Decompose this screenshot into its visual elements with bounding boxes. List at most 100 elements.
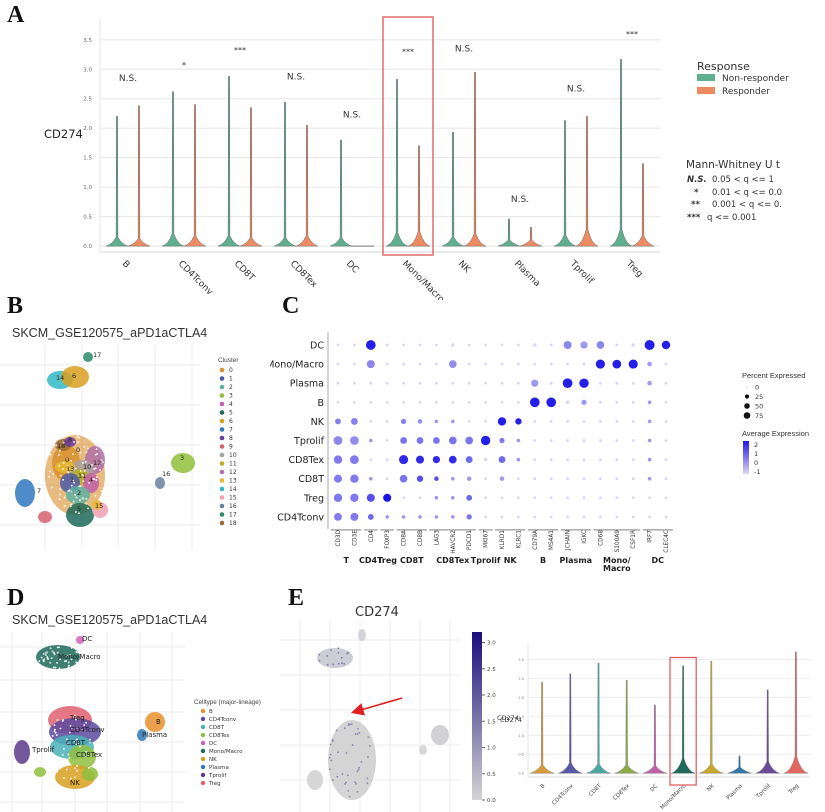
expressing-cell-point	[367, 756, 369, 759]
expressing-cell-point	[337, 751, 339, 754]
panel-e-label: E	[288, 585, 305, 611]
celltype-legend-dot-treg	[200, 780, 206, 786]
violin-non-responder-b	[105, 116, 129, 247]
sparse-point	[55, 444, 57, 447]
group-label-tprolif: Tprolif	[471, 556, 501, 565]
sparse-point	[68, 664, 70, 667]
sparse-point	[98, 463, 101, 466]
sparse-point	[53, 730, 56, 733]
dot-plasma-irf7	[647, 380, 652, 386]
cluster-legend-entry-13: 13	[229, 478, 237, 485]
group-label-dc: DC	[652, 556, 665, 565]
dot-dc-clec4c	[661, 340, 671, 350]
sparse-point	[76, 738, 78, 741]
cluster-legend-entry-14: 14	[229, 486, 237, 493]
dot-b-irf7	[647, 400, 652, 405]
sparse-point	[49, 647, 52, 650]
sparse-point	[76, 441, 79, 444]
sparse-point	[63, 777, 65, 780]
cluster-13-region-b	[92, 500, 102, 510]
dot-tprolif-klrc1	[516, 438, 521, 443]
dot-treg-cd68	[598, 496, 602, 500]
sparse-point	[88, 766, 90, 769]
dot-mono-macro-igkc	[582, 362, 586, 366]
dot-dc-igkc	[580, 341, 588, 349]
sparse-point	[101, 461, 104, 464]
color-legend-tick-2: 2	[754, 441, 758, 449]
stat-legend-text-3star: q <= 0.001	[707, 213, 756, 223]
celltype-cd8tex-region-b	[82, 767, 98, 781]
celltype-b-region	[145, 712, 165, 732]
dot-plasma-foxp3	[385, 381, 389, 385]
e-y-tick-label: 1.5	[518, 715, 524, 719]
cluster-label-6: 6	[72, 372, 76, 380]
dot-treg-pdcd1	[466, 494, 473, 501]
dot-treg-klrd1	[500, 496, 504, 500]
dot-mono-macro-havcr2	[448, 360, 457, 368]
dot-cd8t-cd4	[368, 476, 373, 481]
cluster-8-region	[64, 437, 76, 447]
stat-legend-text-ns: 0.05 < q <= 1	[712, 175, 774, 185]
sparse-point	[72, 479, 75, 482]
dot-plasma-havcr2	[451, 381, 455, 385]
dot-tprolif-cd4	[368, 438, 373, 443]
expressing-cell-point	[344, 783, 346, 785]
cluster-legend-entry-11: 11	[229, 461, 237, 468]
violin-non-responder-cd4tconv	[161, 91, 185, 247]
y-tick-label: 1.5	[83, 156, 92, 162]
sparse-point	[46, 744, 49, 747]
panel-c-dot-plot: DCMono/MacroPlasmaBNKTprolifCD8TexCD8TTr…	[270, 332, 809, 573]
celltype-dc-region	[76, 636, 84, 644]
dot-cd8t-csf1r	[631, 477, 635, 481]
expressing-cell-point	[366, 782, 369, 785]
expressing-cell-point	[356, 733, 359, 735]
average-expression-legend-title: Average Expression	[742, 429, 809, 438]
dot-cd8t-cd68	[598, 477, 602, 481]
significance-annotation-cd8tex: N.S.	[287, 72, 305, 82]
celltype-legend-entry-cd8tex: CD8Tex	[209, 733, 230, 739]
dot-mono-macro-jchain	[566, 362, 570, 366]
sparse-point	[96, 476, 98, 479]
dot-cd4tconv-ms4a1	[549, 515, 553, 519]
cluster-legend-dot-14	[219, 486, 225, 492]
expressing-cell-point	[368, 745, 371, 747]
dot-nk-mki67	[484, 419, 488, 423]
expressing-cell-point	[329, 743, 332, 746]
expressing-cell-point	[318, 659, 321, 662]
dot-plasma-ms4a1	[549, 381, 553, 385]
celltype-legend-entry-plasma: Plasma	[209, 765, 229, 771]
dot-dc-cd4	[365, 340, 376, 350]
celltype-legend-entry-cd8t: CD8T	[209, 725, 225, 731]
celltype-legend-dot-mono-macro	[200, 748, 206, 754]
stat-legend-symbol-3star: ***	[687, 213, 701, 223]
dot-cd8tex-pdcd1	[465, 456, 473, 464]
expressing-cell-point	[349, 723, 351, 726]
x-tick-label-cd4tconv: CD4Tconv	[176, 259, 215, 298]
violin-responder-cd4tconv	[183, 104, 207, 247]
gene-label-igkc: IGKC	[582, 530, 588, 544]
y-tick-label: 0.5	[83, 215, 92, 221]
e-x-tick-label-cd4tconv: CD4Tconv	[551, 783, 575, 807]
dot-dc-mki67	[484, 343, 488, 347]
cluster-legend-entry-4: 4	[229, 401, 233, 408]
sparse-point	[83, 470, 86, 472]
sparse-point	[68, 756, 71, 759]
cluster-label-11: 11	[78, 472, 86, 480]
gene-label-ms4a1: MS4A1	[549, 530, 555, 550]
expressing-cell-point	[356, 790, 359, 793]
dot-b-cd4	[369, 400, 373, 404]
dot-nk-havcr2	[450, 419, 455, 424]
sparse-point	[55, 734, 58, 737]
expressing-cell-point	[326, 663, 329, 666]
cluster-legend-entry-5: 5	[229, 410, 233, 417]
cluster-label-5: 5	[77, 505, 81, 513]
dot-cd8tex-jchain	[566, 458, 570, 462]
dot-treg-foxp3	[383, 493, 392, 502]
sparse-point	[52, 472, 55, 475]
expressing-cell-point	[345, 752, 348, 754]
significance-annotation-plasma: N.S.	[511, 195, 529, 205]
sparse-point	[68, 489, 71, 492]
feature-mono-macro-region	[317, 648, 353, 668]
dot-b-mki67	[484, 400, 488, 404]
